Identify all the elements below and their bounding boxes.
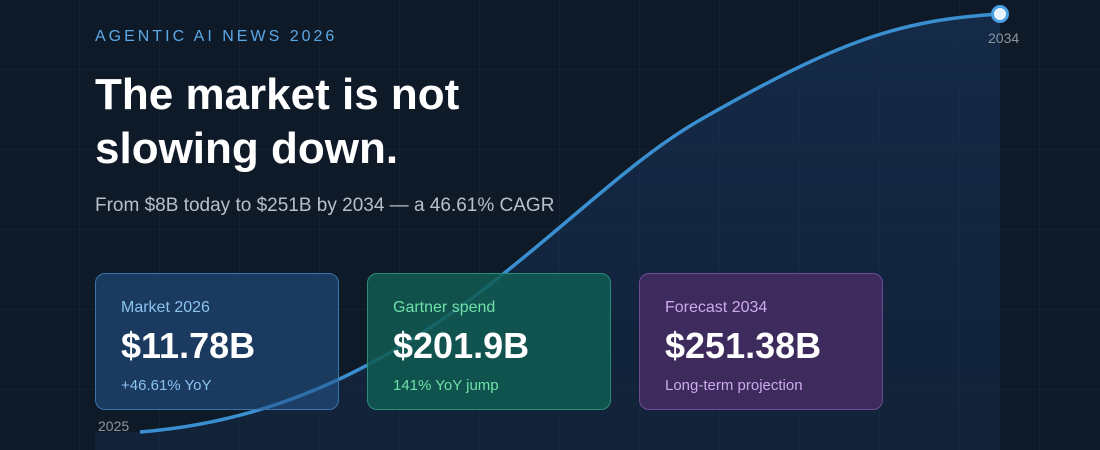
headline-line: slowing down. [95,124,399,173]
stat-card: Forecast 2034 $251.38B Long-term project… [639,273,883,410]
end-point [991,5,1009,23]
stat-card: Gartner spend $201.9B 141% YoY jump [367,273,611,410]
card-note: +46.61% YoY [121,377,212,394]
card-label: Gartner spend [393,299,496,316]
card-note: Long-term projection [665,377,803,394]
headline: The market is not slowing down. [95,68,459,176]
kicker: AGENTIC AI NEWS 2026 [95,28,338,45]
card-label: Forecast 2034 [665,299,768,316]
stat-card: Market 2026 $11.78B +46.61% YoY [95,273,339,410]
card-value: $251.38B [665,325,822,366]
start-year: 2025 [98,418,130,434]
card-label: Market 2026 [121,299,210,316]
card-note: 141% YoY jump [393,377,499,394]
card-value: $11.78B [121,325,256,366]
headline-line: The market is not [95,70,460,119]
end-year: 2034 [988,30,1020,46]
growth-curve [139,12,1001,434]
subtitle: From $8B today to $251B by 2034 — a 46.6… [95,195,555,216]
card-value: $201.9B [393,325,530,366]
